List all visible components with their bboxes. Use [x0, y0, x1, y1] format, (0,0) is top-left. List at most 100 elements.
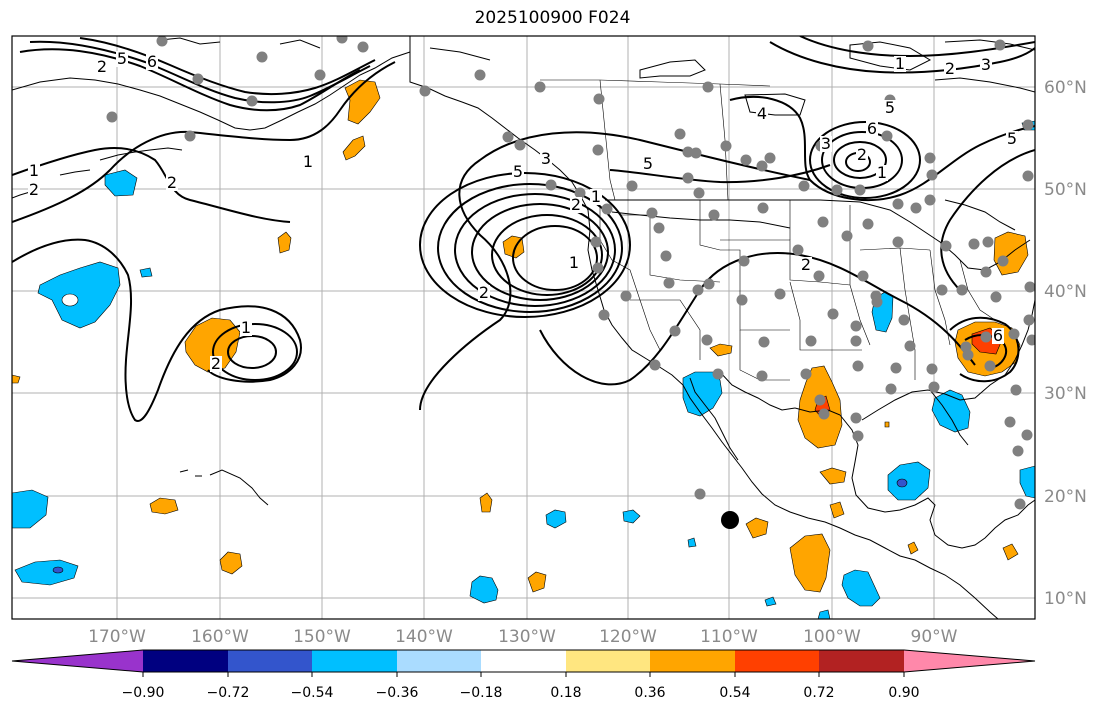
contour-label-bg	[980, 57, 992, 73]
colorbar-tick-label: 0.54	[719, 685, 750, 701]
station-dot	[892, 236, 904, 248]
contour-label-bg	[800, 257, 812, 273]
station-dot	[646, 207, 658, 219]
contour-label-bg	[894, 56, 906, 72]
station-dot	[850, 412, 862, 424]
contour-label: 1	[241, 318, 251, 337]
contour-label: 3	[981, 55, 991, 74]
station-dot	[968, 238, 980, 250]
station-dot	[1022, 170, 1034, 182]
station-dot	[590, 236, 602, 248]
station-dot	[885, 383, 897, 395]
station-dot	[314, 69, 326, 81]
lon-label: 170°W	[88, 627, 146, 647]
colorbar-segment	[397, 650, 481, 672]
station-dot	[703, 278, 715, 290]
lat-label: 40°N	[1044, 282, 1087, 302]
station-dot	[904, 340, 916, 352]
station-dot	[994, 39, 1006, 51]
contour-label-bg	[866, 121, 878, 137]
station-dot	[545, 179, 557, 191]
contour-label-bg	[876, 165, 888, 181]
station-dot	[757, 202, 769, 214]
station-dot	[910, 202, 922, 214]
lon-label: 100°W	[803, 627, 861, 647]
lat-label: 20°N	[1044, 487, 1087, 507]
station-dot	[592, 262, 604, 274]
map-frame	[11, 35, 1036, 620]
station-dot	[701, 334, 713, 346]
station-dot	[708, 209, 720, 221]
station-dot	[663, 277, 675, 289]
station-dot	[827, 308, 839, 320]
station-dot	[738, 255, 750, 267]
contour-label-bg	[944, 61, 956, 77]
station-dot	[926, 169, 938, 181]
station-dot	[653, 222, 665, 234]
station-dot	[928, 381, 940, 393]
station-dot	[841, 230, 853, 242]
graticule	[12, 36, 1035, 619]
contour-label: 5	[1007, 129, 1017, 148]
station-dot	[1023, 314, 1035, 326]
station-dot	[758, 336, 770, 348]
contour-label-bg	[512, 164, 524, 180]
station-dot	[1014, 498, 1026, 510]
station-dot	[593, 93, 605, 105]
station-dot	[818, 408, 830, 420]
station-dot	[936, 284, 948, 296]
contour-label: 1	[303, 152, 313, 171]
station-dot	[814, 394, 826, 406]
station-dot	[692, 284, 704, 296]
contour-label: 2	[97, 57, 107, 76]
colorbar-tick-label: 0.72	[803, 685, 834, 701]
station-dot	[598, 309, 610, 321]
station-dot	[881, 130, 893, 142]
lon-label: 110°W	[700, 627, 758, 647]
station-dot	[997, 255, 1009, 267]
station-dot	[1024, 281, 1035, 293]
station-dot	[357, 41, 369, 53]
station-dot	[694, 488, 706, 500]
station-dot	[962, 349, 974, 361]
station-dot	[798, 180, 810, 192]
colorbar-tick-label: 0.36	[634, 685, 665, 701]
contour-label: 1	[29, 161, 39, 180]
station-dot	[984, 360, 996, 372]
lon-label: 140°W	[395, 627, 453, 647]
station-dot	[892, 198, 904, 210]
station-dot	[764, 152, 776, 164]
contour-label: 5	[643, 154, 653, 173]
colorbar-extend-high	[904, 650, 1035, 672]
station-dot	[256, 51, 268, 63]
map-background	[12, 36, 1035, 619]
contour-label-bg	[1006, 131, 1018, 147]
coastlines-and-borders	[12, 36, 1035, 619]
colorbar-segment	[819, 650, 904, 672]
station-dot	[940, 240, 952, 252]
lon-label: 130°W	[498, 627, 556, 647]
colorbar-segment	[566, 650, 650, 672]
station-dot	[850, 335, 862, 347]
colorbar-tick-label: −0.18	[460, 685, 503, 701]
station-dot	[792, 244, 804, 256]
colorbar-segment	[228, 650, 312, 672]
station-dot	[852, 360, 864, 372]
station-dot	[862, 218, 874, 230]
contour-label: 4	[757, 104, 767, 123]
lon-label: 120°W	[599, 627, 657, 647]
station-dot	[682, 146, 694, 158]
contour-label: 2	[571, 195, 581, 214]
lat-label: 50°N	[1044, 180, 1087, 200]
colorbar-tick-label: 0.90	[888, 685, 919, 701]
station-dot	[1026, 334, 1035, 346]
contour-label: 1	[569, 253, 579, 272]
station-dot	[690, 147, 702, 159]
colorbar-tick-label: −0.90	[122, 685, 165, 701]
colorbar-tick-label: 0.18	[550, 685, 581, 701]
station-dot	[862, 40, 874, 52]
station-dot	[956, 284, 968, 296]
